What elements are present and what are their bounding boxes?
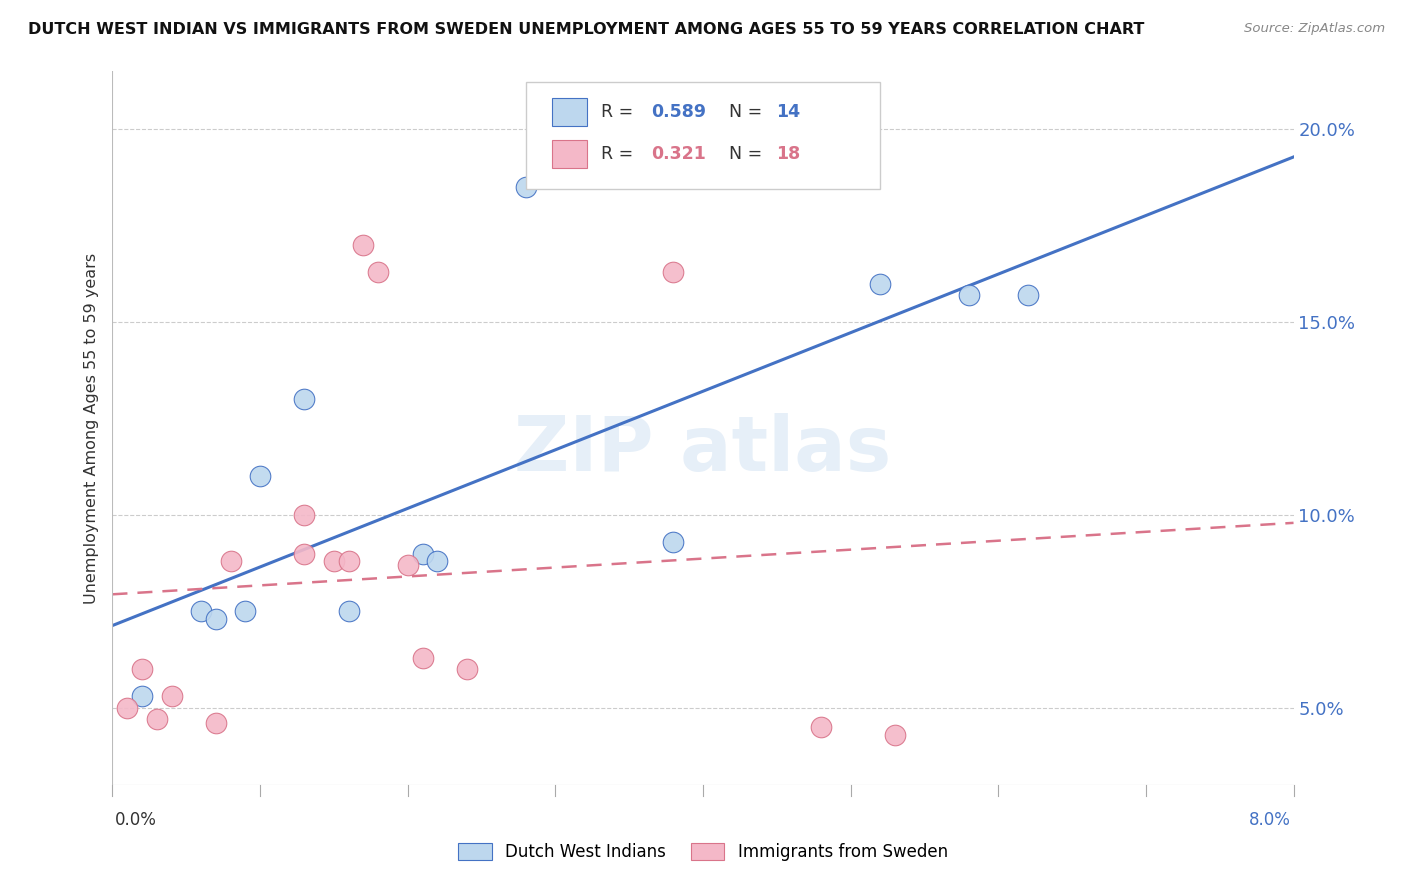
FancyBboxPatch shape — [551, 98, 588, 127]
Point — [396, 558, 419, 573]
Text: Source: ZipAtlas.com: Source: ZipAtlas.com — [1244, 22, 1385, 36]
Text: 18: 18 — [776, 145, 800, 162]
Point — [131, 662, 153, 676]
Point — [352, 238, 374, 252]
Text: 0.589: 0.589 — [651, 103, 706, 121]
Point — [456, 662, 478, 676]
Point — [131, 690, 153, 704]
Point — [515, 180, 537, 194]
Text: R =: R = — [602, 145, 640, 162]
Text: DUTCH WEST INDIAN VS IMMIGRANTS FROM SWEDEN UNEMPLOYMENT AMONG AGES 55 TO 59 YEA: DUTCH WEST INDIAN VS IMMIGRANTS FROM SWE… — [28, 22, 1144, 37]
Point — [662, 535, 685, 549]
Text: 8.0%: 8.0% — [1249, 811, 1291, 829]
Point — [884, 728, 907, 742]
Legend: Dutch West Indians, Immigrants from Sweden: Dutch West Indians, Immigrants from Swed… — [458, 843, 948, 862]
Point — [117, 701, 138, 715]
Point — [1017, 288, 1039, 302]
Text: R =: R = — [602, 103, 640, 121]
Text: 14: 14 — [776, 103, 800, 121]
FancyBboxPatch shape — [526, 82, 880, 189]
Point — [662, 265, 685, 279]
Point — [190, 604, 212, 618]
Point — [412, 650, 434, 665]
Point — [160, 690, 183, 704]
Point — [205, 612, 228, 626]
Point — [292, 392, 315, 407]
Point — [337, 604, 360, 618]
Point — [810, 720, 832, 734]
Text: 0.0%: 0.0% — [115, 811, 157, 829]
Point — [323, 554, 346, 568]
Text: ZIP atlas: ZIP atlas — [515, 413, 891, 486]
Point — [412, 547, 434, 561]
Point — [869, 277, 891, 291]
Text: N =: N = — [728, 145, 768, 162]
Text: 0.321: 0.321 — [651, 145, 706, 162]
Point — [337, 554, 360, 568]
Point — [219, 554, 242, 568]
Point — [957, 288, 980, 302]
Point — [249, 469, 271, 483]
Text: N =: N = — [728, 103, 768, 121]
Point — [146, 712, 169, 726]
Point — [205, 716, 228, 731]
FancyBboxPatch shape — [551, 139, 588, 168]
Point — [292, 508, 315, 522]
Point — [292, 547, 315, 561]
Point — [367, 265, 389, 279]
Y-axis label: Unemployment Among Ages 55 to 59 years: Unemployment Among Ages 55 to 59 years — [84, 252, 100, 604]
Point — [426, 554, 449, 568]
Point — [233, 604, 256, 618]
